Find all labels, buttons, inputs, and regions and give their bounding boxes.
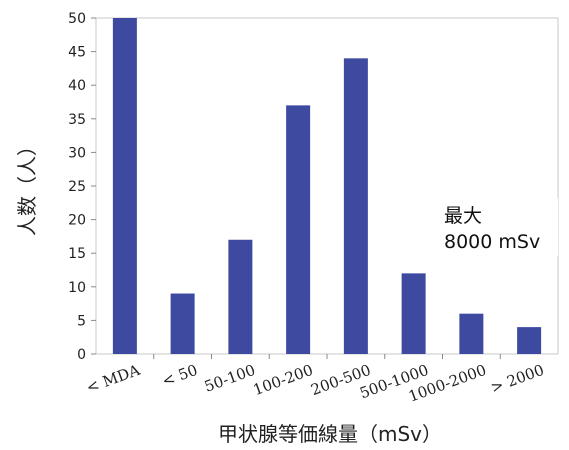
y-tick-label: 50 <box>68 11 86 27</box>
y-tick-label: 20 <box>68 213 86 229</box>
annotation-line-1: 最大 <box>444 205 482 227</box>
y-tick-label: 5 <box>77 313 86 329</box>
annotation-line-2: 8000 mSv <box>444 231 540 253</box>
max-annotation: 最大 8000 mSv <box>436 198 558 256</box>
bar <box>112 18 137 354</box>
y-axis-ticks: 0 5 10 15 20 25 30 35 40 45 50 <box>68 11 96 363</box>
x-tick-label: 50-100 <box>202 361 258 396</box>
x-axis-tick-labels: < MDA < 50 50-100100-200200-500500-1000100… <box>84 361 547 406</box>
bar <box>170 293 195 354</box>
y-tick-label: 35 <box>68 112 86 128</box>
bar <box>459 313 484 354</box>
bar <box>228 239 253 354</box>
y-tick-label: 15 <box>68 246 86 262</box>
plot-area <box>95 17 559 355</box>
bar <box>343 58 368 354</box>
annotation-background <box>436 198 558 256</box>
y-tick-label: 45 <box>68 45 86 61</box>
bars <box>112 18 542 359</box>
y-axis-title: 人数（人） <box>15 136 39 236</box>
y-tick-label: 10 <box>68 280 86 296</box>
x-axis-title: 甲状腺等価線量（mSv） <box>218 422 442 446</box>
bar <box>401 273 426 354</box>
y-tick-label: 0 <box>77 347 86 363</box>
plot-border <box>95 17 559 355</box>
bar <box>517 327 542 354</box>
y-tick-label: 40 <box>68 78 86 94</box>
y-tick-label: 30 <box>68 145 86 161</box>
x-tick-label: < 50 <box>160 361 200 390</box>
x-tick-label: < MDA <box>84 361 143 397</box>
bar <box>286 105 311 354</box>
x-tick-label: > 2000 <box>488 361 546 397</box>
x-tick-label: 100-200 <box>251 361 316 399</box>
y-tick-label: 25 <box>68 179 86 195</box>
